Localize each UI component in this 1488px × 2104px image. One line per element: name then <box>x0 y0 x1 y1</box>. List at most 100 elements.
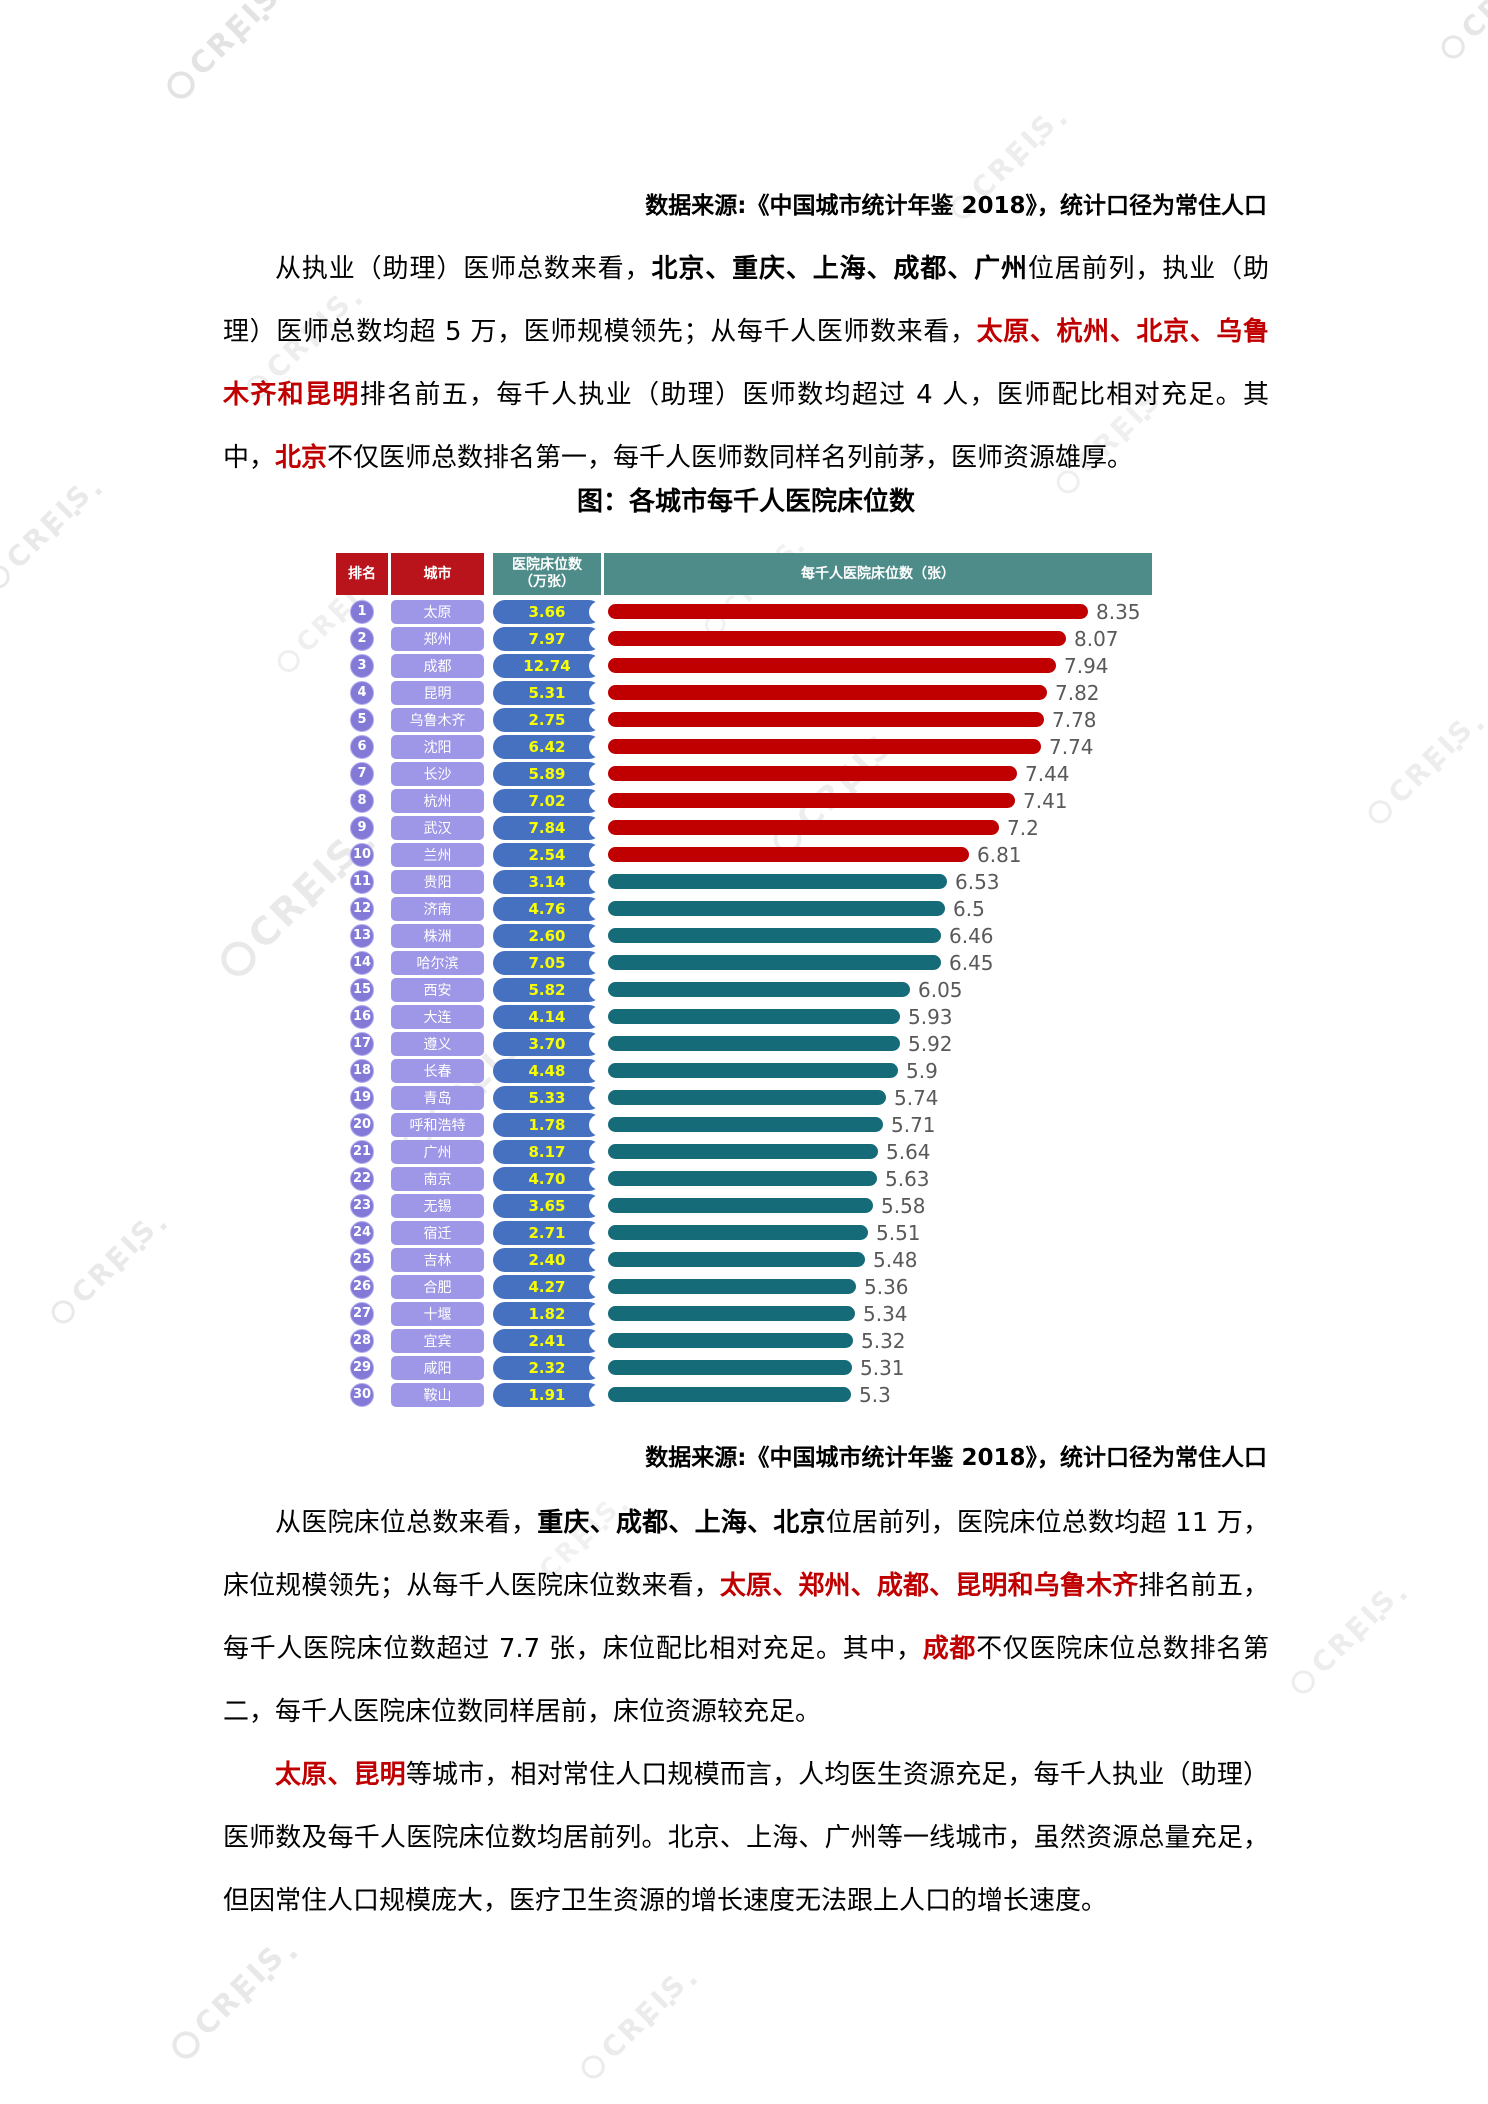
table-row: 26 合肥 4.27 5.36 <box>336 1273 1152 1300</box>
value-bar <box>608 685 1047 700</box>
value-bar <box>608 631 1066 646</box>
bar-track: 5.93 <box>604 1005 1152 1029</box>
total-beds-cell: 12.74 <box>493 653 601 678</box>
table-row: 6 沈阳 6.42 7.74 <box>336 733 1152 760</box>
rank-badge: 6 <box>350 734 374 759</box>
city-cell: 成都 <box>391 653 484 678</box>
rank-badge: 14 <box>350 950 374 975</box>
rank-badge: 27 <box>350 1301 374 1326</box>
total-beds-cell: 3.65 <box>493 1193 601 1218</box>
total-beds-cell: 4.27 <box>493 1274 601 1299</box>
value-bar <box>608 1063 898 1078</box>
table-row: 13 株洲 2.60 6.46 <box>336 922 1152 949</box>
bar-value-label: 5.51 <box>876 1220 921 1245</box>
watermark: CREIS▪ ▪ ▪ <box>1433 0 1488 67</box>
bar-track: 6.45 <box>604 951 1152 975</box>
total-beds-cell: 7.05 <box>493 950 601 975</box>
watermark-subtext: ▪ ▪ ▪ <box>644 1967 708 2031</box>
rank-badge: 28 <box>350 1328 374 1353</box>
total-beds-cell: 4.14 <box>493 1004 601 1029</box>
table-row: 20 呼和浩特 1.78 5.71 <box>336 1111 1152 1138</box>
watermark-text: CREIS <box>1381 711 1481 811</box>
column-header-beds-per-1000: 每千人医院床位数（张） <box>604 553 1152 595</box>
bar-track: 5.74 <box>604 1086 1152 1110</box>
city-cell: 鞍山 <box>391 1382 484 1407</box>
watermark-logo-icon <box>167 2026 205 2064</box>
text-segment: 成都 <box>922 1634 977 1664</box>
rank-cell: 24 <box>336 1220 388 1245</box>
rank-cell: 8 <box>336 788 388 813</box>
city-cell: 宿迁 <box>391 1220 484 1245</box>
table-row: 19 青岛 5.33 5.74 <box>336 1084 1152 1111</box>
rank-cell: 5 <box>336 707 388 732</box>
rank-cell: 25 <box>336 1247 388 1272</box>
table-row: 18 长春 4.48 5.9 <box>336 1057 1152 1084</box>
rank-badge: 26 <box>350 1274 374 1299</box>
bar-track: 5.34 <box>604 1302 1152 1326</box>
total-beds-cell: 1.91 <box>493 1382 601 1407</box>
table-row: 11 贵阳 3.14 6.53 <box>336 868 1152 895</box>
city-cell: 郑州 <box>391 626 484 651</box>
bar-value-label: 8.07 <box>1074 626 1119 651</box>
total-beds-cell: 4.70 <box>493 1166 601 1191</box>
bar-value-label: 5.92 <box>908 1031 953 1056</box>
table-row: 23 无锡 3.65 5.58 <box>336 1192 1152 1219</box>
text-segment: 太原、郑州、成都、昆明和乌鲁木齐 <box>719 1571 1139 1601</box>
rank-cell: 18 <box>336 1058 388 1083</box>
rank-badge: 30 <box>350 1382 374 1407</box>
value-bar <box>608 1225 868 1240</box>
city-cell: 合肥 <box>391 1274 484 1299</box>
rank-cell: 19 <box>336 1085 388 1110</box>
value-bar <box>608 901 945 916</box>
rank-cell: 2 <box>336 626 388 651</box>
rank-badge: 29 <box>350 1355 374 1380</box>
watermark: CREIS▪ ▪ ▪ <box>0 476 112 596</box>
total-beds-cell: 4.48 <box>493 1058 601 1083</box>
rank-badge: 23 <box>350 1193 374 1218</box>
table-row: 24 宿迁 2.71 5.51 <box>336 1219 1152 1246</box>
bar-track: 5.3 <box>604 1383 1152 1407</box>
city-cell: 株洲 <box>391 923 484 948</box>
total-beds-cell: 5.33 <box>493 1085 601 1110</box>
city-cell: 长沙 <box>391 761 484 786</box>
table-row: 16 大连 4.14 5.93 <box>336 1003 1152 1030</box>
city-cell: 贵阳 <box>391 869 484 894</box>
total-beds-cell: 4.76 <box>493 896 601 921</box>
bar-value-label: 5.31 <box>860 1355 905 1380</box>
rank-badge: 4 <box>350 680 374 705</box>
rank-cell: 12 <box>336 896 388 921</box>
total-beds-cell: 3.14 <box>493 869 601 894</box>
city-cell: 兰州 <box>391 842 484 867</box>
value-bar <box>608 1198 873 1213</box>
bar-track: 6.5 <box>604 897 1152 921</box>
bar-value-label: 6.81 <box>977 842 1022 867</box>
rank-badge: 13 <box>350 923 374 948</box>
watermark-logo-icon <box>214 935 262 983</box>
watermark: CREIS▪ ▪ ▪ <box>43 1211 177 1331</box>
city-cell: 哈尔滨 <box>391 950 484 975</box>
bar-value-label: 6.5 <box>953 896 985 921</box>
city-cell: 南京 <box>391 1166 484 1191</box>
watermark-subtext: ▪ ▪ ▪ <box>1014 107 1078 171</box>
rank-badge: 18 <box>350 1058 374 1083</box>
bar-value-label: 7.2 <box>1007 815 1039 840</box>
value-bar <box>608 1144 878 1159</box>
bar-track: 7.44 <box>604 762 1152 786</box>
text-segment: 北京、重庆、上海、成都、广州 <box>651 254 1028 284</box>
bar-track: 6.53 <box>604 870 1152 894</box>
table-row: 28 宜宾 2.41 5.32 <box>336 1327 1152 1354</box>
column-header-rank: 排名 <box>336 553 388 595</box>
bar-track: 7.74 <box>604 735 1152 759</box>
rank-badge: 15 <box>350 977 374 1002</box>
bar-value-label: 7.94 <box>1064 653 1109 678</box>
rank-cell: 23 <box>336 1193 388 1218</box>
rank-cell: 20 <box>336 1112 388 1137</box>
watermark: CREIS▪ ▪ ▪ <box>159 0 302 107</box>
watermark-logo-icon <box>162 66 200 104</box>
value-bar <box>608 982 910 997</box>
value-bar <box>608 1036 900 1051</box>
city-cell: 青岛 <box>391 1085 484 1110</box>
bar-value-label: 5.71 <box>891 1112 936 1137</box>
bar-value-label: 5.63 <box>885 1166 930 1191</box>
value-bar <box>608 604 1088 619</box>
